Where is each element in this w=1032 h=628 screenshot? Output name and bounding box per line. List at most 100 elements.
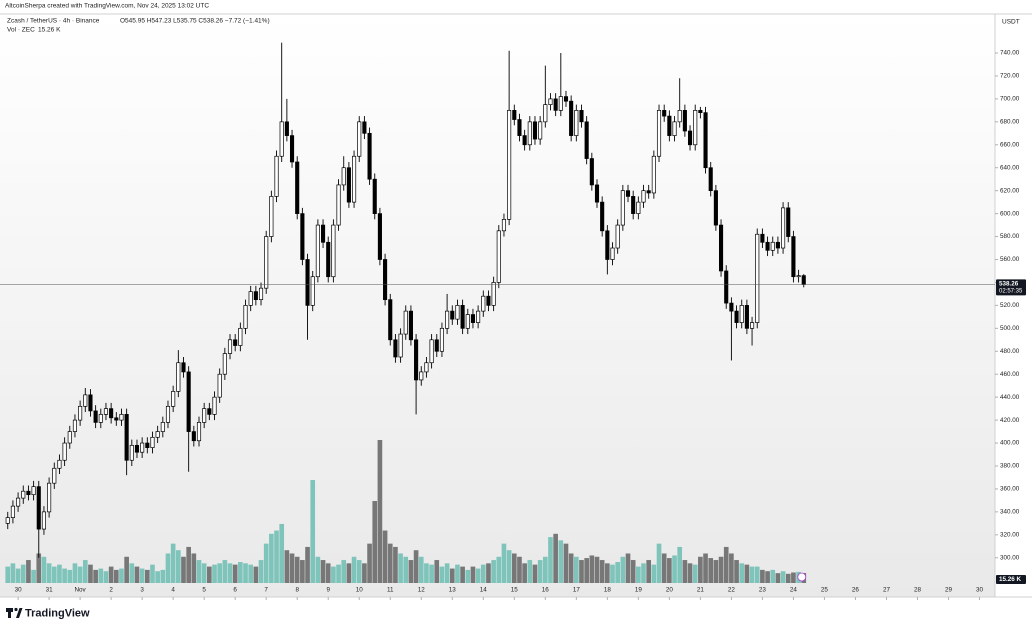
candle-body	[310, 276, 315, 306]
volume-bar	[625, 553, 631, 583]
x-tick-label: 8	[295, 587, 299, 594]
volume-bar	[646, 560, 652, 583]
volume-bar	[336, 564, 341, 583]
candle-body	[78, 405, 83, 421]
currency: USDT	[1002, 19, 1020, 26]
y-tick-label: 420.00	[1000, 417, 1020, 424]
candle-body	[21, 490, 26, 499]
x-tick-label: 23	[759, 587, 767, 594]
candle-body	[532, 121, 538, 140]
volume-bars	[5, 440, 807, 583]
countdown: 02:57:35	[999, 289, 1023, 295]
candle-body	[558, 96, 563, 111]
x-tick-label: 25	[821, 587, 829, 594]
volume-bar	[594, 556, 600, 583]
candle-body	[507, 110, 512, 220]
x-tick-label: 4	[171, 587, 175, 594]
logo-mark	[16, 608, 23, 618]
candle-body	[434, 339, 439, 352]
candle-body	[424, 362, 429, 373]
x-tick-label: Nov	[75, 587, 87, 594]
candle-body	[326, 241, 331, 278]
candle-body	[718, 224, 724, 272]
candle-body	[186, 371, 191, 432]
candle-body	[57, 459, 62, 469]
volume-bar	[113, 569, 119, 583]
candle-body	[305, 259, 310, 306]
candle-body	[791, 236, 796, 278]
volume-bar	[739, 563, 745, 583]
candle-body	[548, 98, 553, 105]
candle-body	[181, 362, 186, 373]
y-tick-label: 440.00	[1000, 394, 1020, 401]
y-tick-label: 340.00	[1000, 509, 1020, 516]
candle-body	[481, 295, 486, 312]
volume-bar	[212, 564, 217, 583]
last-price-tag	[996, 279, 1026, 296]
candle-body	[295, 161, 300, 214]
volume-bar	[517, 556, 522, 583]
y-tick-label: 620.00	[1000, 187, 1020, 194]
volume-bar	[393, 546, 398, 583]
volume-bar	[284, 550, 290, 583]
volume-bar	[692, 564, 698, 583]
candle-body	[62, 442, 67, 461]
volume-bar	[36, 553, 42, 583]
candle-body	[439, 327, 444, 352]
candle-body	[605, 230, 610, 260]
candle-body	[419, 371, 424, 381]
candle-body	[227, 339, 233, 354]
volume-bar	[238, 562, 243, 583]
candle-body	[124, 414, 129, 461]
candle-body	[786, 207, 791, 237]
candle-body	[584, 121, 589, 159]
plot-background	[0, 14, 995, 597]
volume-bar	[698, 556, 703, 583]
candle-body	[569, 100, 574, 136]
candle-body	[367, 132, 372, 180]
candle-body	[377, 213, 382, 260]
volume-bar	[248, 564, 254, 583]
volume-bar	[26, 560, 31, 583]
y-tick-label: 300.00	[1000, 554, 1020, 561]
candle-body	[553, 98, 558, 111]
y-tick-label: 700.00	[1000, 96, 1020, 103]
volume-tag-label: 15.26 K	[999, 576, 1022, 583]
candle-body	[770, 241, 775, 251]
candle-body	[600, 201, 605, 232]
candle-body	[150, 436, 155, 448]
candle-body	[662, 110, 667, 117]
candle-body	[109, 408, 114, 419]
volume-bar	[119, 568, 124, 583]
volume-bar	[620, 556, 626, 583]
candle-body	[693, 110, 698, 146]
volume-bar	[243, 563, 248, 583]
candle-body	[196, 422, 202, 442]
volume-bar	[346, 563, 352, 583]
volume-bar	[460, 566, 465, 583]
candle-body	[631, 196, 636, 214]
x-tick-label: 10	[356, 587, 364, 594]
candle-body	[672, 121, 677, 136]
volume-bar	[610, 564, 615, 583]
candle-body	[129, 444, 134, 461]
candle-body	[522, 135, 527, 146]
candle-body	[589, 158, 594, 186]
volume-bar	[170, 543, 176, 583]
candle-body	[36, 486, 41, 530]
candle-body	[414, 339, 419, 381]
candle-body	[765, 241, 770, 251]
last-price-label: 538.26	[999, 281, 1019, 288]
volume-legend: 15.26 K	[38, 27, 61, 34]
candle-body	[527, 121, 532, 146]
volume-bar	[372, 501, 378, 583]
volume-bar	[320, 560, 326, 583]
volume-bar	[651, 564, 657, 583]
candle-body	[703, 112, 708, 169]
volume-bar	[791, 572, 796, 583]
candle-body	[165, 405, 171, 423]
volume-bar	[398, 553, 403, 583]
candle-body	[202, 408, 207, 423]
volume-bar	[434, 560, 440, 583]
volume-bar	[501, 543, 507, 583]
